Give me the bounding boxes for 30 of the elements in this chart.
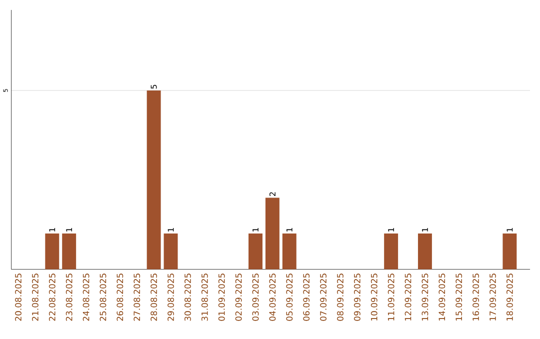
x-tick-label: 25.08.2025	[100, 274, 106, 321]
x-tick-label: 12.09.2025	[404, 274, 412, 320]
x-tick-label: 09.09.2025	[354, 274, 360, 321]
x-tick-label: 08.09.2025	[337, 274, 344, 321]
x-tick-label: 26.08.2025	[116, 274, 124, 321]
x-tick-label: 06.09.2025	[303, 274, 310, 321]
x-tick-label: 20.08.2025	[15, 274, 22, 321]
x-tick-label: 18.09.2025	[506, 274, 513, 320]
x-tick-label: 02.09.2025	[235, 274, 242, 321]
x-tick-label: 22.08.2025	[48, 274, 56, 321]
x-tick-label: 14.09.2025	[438, 274, 446, 320]
x-tick-label: 21.08.2025	[32, 274, 38, 321]
x-tick-label: 07.09.2025	[320, 274, 326, 321]
x-tick-label: 16.09.2025	[472, 274, 480, 320]
x-tick-label: 17.09.2025	[490, 274, 496, 320]
x-tick-label: 15.09.2025	[456, 274, 462, 320]
x-tick-label: 01.09.2025	[218, 274, 225, 321]
x-tick-label: 27.08.2025	[134, 274, 140, 321]
x-tick-label: 24.08.2025	[82, 274, 90, 321]
x-tick-label: 05.09.2025	[286, 274, 293, 321]
x-tick-label: 31.08.2025	[201, 274, 208, 321]
x-tick-label: 11.09.2025	[388, 274, 394, 320]
x-tick-label: 03.09.2025	[252, 274, 259, 321]
x-tick-label: 10.09.2025	[370, 274, 378, 320]
x-tick-label: 30.08.2025	[184, 274, 191, 321]
x-tick-label: 23.08.2025	[66, 274, 72, 321]
x-tick-label: 29.08.2025	[168, 274, 174, 321]
x-tick-label: 28.08.2025	[150, 274, 158, 321]
x-tick-label: 04.09.2025	[269, 274, 276, 321]
x-tick-label: 13.09.2025	[422, 274, 428, 320]
